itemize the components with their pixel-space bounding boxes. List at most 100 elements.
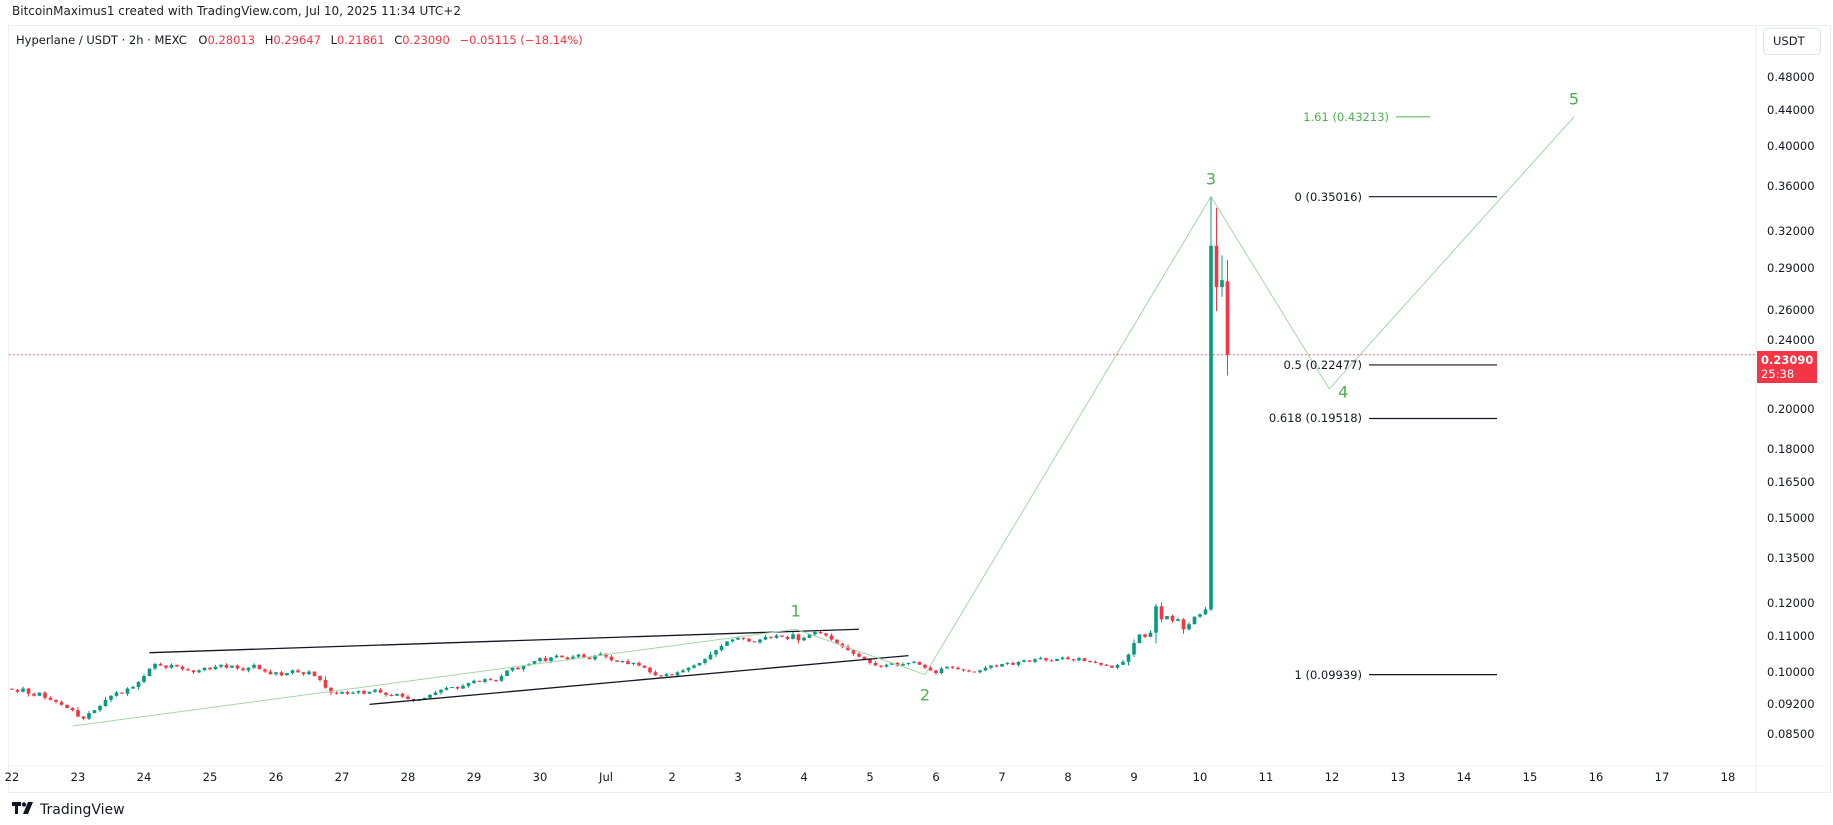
- candle-up: [1220, 280, 1224, 288]
- price-axis-tick: 0.44000: [1767, 103, 1815, 118]
- candle-up: [1121, 661, 1125, 665]
- candle-down: [400, 693, 405, 697]
- price-axis-tick: 0.13500: [1767, 551, 1815, 566]
- candle-down: [81, 716, 86, 719]
- wave-label-2: 2: [919, 685, 931, 705]
- candle-down: [312, 671, 317, 677]
- candle-up: [939, 668, 944, 674]
- candle-down: [604, 653, 608, 657]
- candle-down: [824, 633, 828, 636]
- candle-down: [1093, 661, 1098, 663]
- close-label: C: [394, 33, 403, 47]
- candle-down: [301, 672, 306, 675]
- candle-down: [10, 688, 14, 690]
- candle-down: [637, 662, 641, 666]
- candle-down: [1044, 658, 1048, 661]
- candle-up: [593, 655, 597, 660]
- candle-up: [395, 693, 399, 696]
- candle-up: [890, 662, 894, 665]
- candle-up: [1005, 662, 1010, 665]
- candle-down: [653, 672, 658, 676]
- candle-up: [703, 659, 707, 663]
- candle-up: [285, 673, 289, 676]
- candle-up: [351, 692, 355, 694]
- candle-up: [906, 662, 911, 665]
- candle-down: [582, 654, 586, 658]
- candle-up: [340, 691, 344, 694]
- candle-down: [785, 636, 790, 639]
- candle-up: [252, 664, 256, 668]
- candle-down: [70, 708, 75, 711]
- candle-down: [186, 669, 190, 671]
- candle-up: [230, 665, 234, 668]
- footer-brand-label: TradingView: [40, 802, 125, 818]
- candle-up: [1187, 624, 1191, 630]
- candle-down: [846, 646, 850, 651]
- candle-up: [461, 685, 465, 689]
- candle-down: [857, 653, 861, 657]
- footer-brand[interactable]: TradingView: [12, 802, 125, 818]
- candle-down: [741, 637, 746, 639]
- bar-countdown: 25:38: [1761, 366, 1795, 381]
- candle-up: [37, 692, 42, 696]
- fib-level-label: 0.5 (0.22477): [1283, 357, 1362, 372]
- candle-down: [378, 689, 383, 693]
- chart-pane[interactable]: [8, 25, 1831, 793]
- candle-down: [1071, 659, 1076, 661]
- candle-up: [1203, 609, 1208, 615]
- price-axis-tick: 0.15000: [1767, 511, 1815, 526]
- price-axis-tick: 0.18000: [1767, 442, 1815, 457]
- candle-up: [554, 655, 559, 658]
- candle-down: [15, 689, 20, 692]
- candle-down: [158, 664, 163, 666]
- candle-up: [1154, 606, 1158, 633]
- time-axis-tick: 3: [734, 770, 742, 784]
- candle-up: [505, 670, 509, 677]
- candle-up: [246, 667, 251, 671]
- price-axis-tick: 0.09200: [1767, 696, 1815, 711]
- candle-down: [235, 665, 240, 669]
- candle-down: [279, 672, 284, 676]
- candle-up: [1192, 616, 1197, 625]
- wave-label-5: 5: [1568, 89, 1580, 109]
- candle-up: [763, 636, 768, 640]
- candle-up: [1148, 632, 1153, 637]
- candle-down: [224, 664, 229, 668]
- candle-down: [587, 657, 592, 660]
- wave-label-3: 3: [1205, 169, 1217, 189]
- candle-down: [241, 668, 245, 671]
- candle-down: [829, 635, 834, 640]
- candle-up: [521, 665, 526, 670]
- candle-up: [147, 668, 152, 677]
- candle-down: [994, 665, 999, 667]
- chart-credit: BitcoinMaximus1 created with TradingView…: [12, 4, 461, 18]
- time-axis-tick: 18: [1720, 770, 1736, 784]
- price-axis-tick: 0.48000: [1767, 70, 1815, 84]
- candle-up: [532, 661, 537, 665]
- candle-down: [565, 657, 570, 660]
- candle-up: [153, 664, 157, 669]
- candle-up: [620, 661, 625, 663]
- plot-area[interactable]: [9, 116, 1756, 727]
- symbol-title[interactable]: Hyperlane / USDT · 2h · MEXC: [16, 33, 187, 47]
- candle-down: [1110, 665, 1114, 668]
- candle-down: [1099, 662, 1103, 665]
- time-axis-tick: 12: [1324, 770, 1340, 784]
- price-axis-tick: 0.32000: [1767, 223, 1815, 238]
- candle-up: [571, 656, 575, 660]
- elliott-wave-line: [72, 116, 1575, 727]
- time-axis-tick: 23: [70, 770, 86, 784]
- candle-up: [510, 667, 515, 671]
- candle-down: [1104, 664, 1109, 666]
- candle-down: [1027, 660, 1032, 662]
- candle-down: [1159, 606, 1164, 620]
- currency-button[interactable]: USDT: [1763, 28, 1821, 55]
- candle-up: [1132, 643, 1136, 655]
- candle-up: [109, 695, 113, 700]
- candle-up: [686, 667, 691, 671]
- candle-down: [752, 641, 757, 643]
- candle-up: [719, 645, 724, 651]
- candle-down: [961, 669, 966, 671]
- candle-up: [675, 672, 680, 676]
